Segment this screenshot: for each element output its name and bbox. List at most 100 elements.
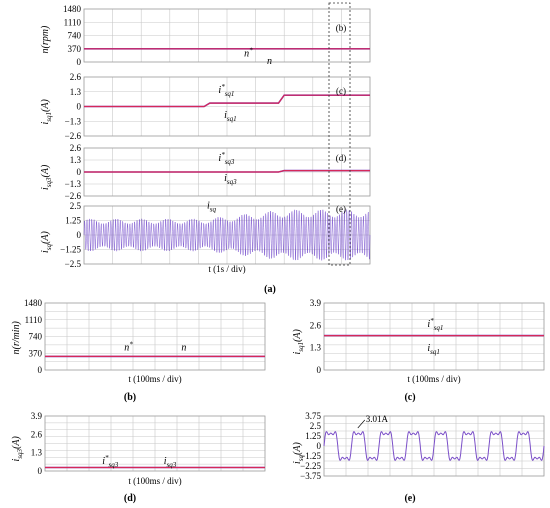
- series-line: [84, 170, 370, 173]
- chart-e: 3.752.51.250−1.25−2.25−3.75 isq(A) 3.01A (e…: [292, 411, 545, 504]
- y-tick-label: −2.6: [65, 131, 82, 141]
- zoom-region-box: [328, 2, 351, 266]
- series-line: [323, 431, 545, 461]
- series-line: [84, 94, 370, 108]
- series-line: [83, 209, 371, 261]
- svg-text:isq(A): isq(A): [292, 442, 305, 464]
- y-tick-label: 0: [317, 441, 322, 451]
- annotation-label: i*sq3: [218, 151, 235, 166]
- plot-frame: [83, 8, 371, 63]
- svg-text:isq1(A): isq1(A): [292, 329, 305, 355]
- x-axis-label: t (1s / div): [208, 264, 245, 274]
- y-tick-label: 1480: [24, 298, 43, 308]
- y-tick-label: 370: [29, 348, 43, 358]
- panel-caption: (d): [336, 153, 347, 163]
- annotation-label: n*: [244, 47, 253, 60]
- y-axis-label: isq1(A): [292, 329, 305, 355]
- x-axis-label: t (100ms / div): [407, 374, 460, 384]
- y-tick-label: 740: [29, 332, 43, 342]
- y-tick-label: 1.25: [305, 431, 321, 441]
- y-tick-label: −1.25: [60, 245, 81, 255]
- annotation-label: isq3: [224, 173, 237, 186]
- chart-d: 3.9 2.6 1.3 0 isq3(A) i*sq3 isq3 (d) t (100ms / …: [11, 411, 266, 504]
- y-tick-label: 0: [38, 365, 43, 375]
- y-tick-label: 1.3: [31, 448, 43, 458]
- chart-a-d: 2.6 1.3 0 −1.3 −2.6 isq3(A) i*sq3 isq3 (d): [40, 143, 371, 201]
- y-tick-label: 3.9: [31, 411, 43, 421]
- y-tick-label: 1.3: [70, 87, 82, 97]
- svg-text:n(r/min): n(r/min): [11, 321, 22, 355]
- panel-caption: (b): [124, 392, 136, 403]
- y-tick-label: 1480: [63, 4, 82, 14]
- y-axis-label: isq(A): [40, 231, 53, 253]
- y-tick-label: 0: [77, 102, 82, 112]
- plot-frame: [44, 415, 266, 472]
- y-tick-label: 370: [68, 44, 82, 54]
- annotation-label: isq: [207, 200, 217, 213]
- y-tick-label: 740: [68, 31, 82, 41]
- y-tick-label: 1.25: [65, 216, 81, 226]
- panel-caption: (e): [336, 204, 346, 214]
- plot-frame: [323, 302, 545, 371]
- annotation-label: isq1: [427, 343, 440, 356]
- annotation-label: n: [181, 343, 186, 354]
- panel-caption: (c): [404, 392, 415, 403]
- x-axis-label: t (100ms / div): [128, 476, 181, 486]
- chart-a-b: 1480 1110 740 370 0 n(rpm) n* n (b): [40, 4, 371, 67]
- annotation-label: 3.01A: [366, 414, 389, 424]
- panel-caption: (e): [404, 493, 415, 504]
- y-tick-label: 2.6: [70, 143, 82, 153]
- y-tick-label: 0: [77, 230, 82, 240]
- y-tick-label: 2.5: [70, 201, 82, 211]
- y-tick-label: −3.75: [300, 471, 321, 481]
- panel-caption: (c): [336, 86, 346, 96]
- annotation-label: n: [267, 56, 272, 67]
- svg-text:isq(A): isq(A): [40, 231, 53, 253]
- y-axis-label: isq3(A): [11, 436, 24, 462]
- svg-text:isq3(A): isq3(A): [11, 436, 24, 462]
- x-axis-label: t (100ms / div): [128, 374, 181, 384]
- y-axis-label: n(r/min): [11, 321, 22, 355]
- y-tick-label: −1.25: [300, 451, 321, 461]
- svg-text:n(rpm): n(rpm): [40, 25, 51, 53]
- y-tick-label: 2.5: [310, 421, 322, 431]
- y-tick-label: 0: [38, 466, 43, 476]
- y-tick-label: 3.75: [305, 411, 321, 421]
- y-tick-label: −2.5: [65, 259, 82, 269]
- annotation-label: i*sq1: [427, 317, 443, 332]
- y-tick-label: 0: [77, 57, 82, 67]
- annotation-label: isq3: [164, 456, 177, 469]
- plot-frame: [44, 302, 266, 371]
- annotation-leader: [357, 419, 366, 429]
- chart-a-c: 2.6 1.3 0 −1.3 −2.6 isq1(A) i*sq1 isq1 (c): [40, 72, 371, 141]
- y-axis-label: isq(A): [292, 442, 305, 464]
- chart-a-e: 2.5 1.25 0 −1.25 −2.5 isq(A) isq (e) t (1s / div…: [40, 200, 371, 274]
- svg-text:isq3(A): isq3(A): [40, 164, 53, 190]
- y-tick-label: −1.3: [65, 116, 82, 126]
- y-tick-label: 1.3: [70, 155, 82, 165]
- y-tick-label: 1110: [64, 17, 82, 27]
- annotation-label: n*: [124, 341, 133, 354]
- y-tick-label: 3.9: [310, 298, 322, 308]
- chart-b: 1480 1110 740 370 0 n(r/min) n* n (b) t (100ms / …: [11, 298, 266, 403]
- annotation-label: i*sq1: [218, 83, 234, 98]
- figure-label-a: (a): [264, 284, 276, 295]
- y-tick-label: 0: [317, 365, 322, 375]
- y-tick-label: 2.6: [31, 429, 43, 439]
- y-tick-label: 1110: [25, 315, 43, 325]
- annotation-label: i*sq3: [102, 454, 119, 469]
- panel-a: 1480 1110 740 370 0 n(rpm) n* n (b) 2.6 1.3 0 −1.3 −…: [40, 2, 371, 295]
- y-axis-label: isq1(A): [40, 99, 53, 125]
- y-tick-label: 2.6: [70, 72, 82, 82]
- y-tick-label: 2.6: [310, 320, 322, 330]
- y-axis-label: n(rpm): [40, 25, 51, 53]
- y-tick-label: 0: [77, 167, 82, 177]
- y-tick-label: −1.3: [65, 179, 82, 189]
- panel-caption: (d): [124, 493, 136, 504]
- y-tick-label: −2.25: [300, 461, 321, 471]
- annotation-label: isq1: [224, 110, 237, 123]
- y-axis-label: isq3(A): [40, 164, 53, 190]
- y-tick-label: 1.3: [310, 343, 322, 353]
- chart-c: 3.9 2.6 1.3 0 isq1(A) i*sq1 isq1 (c) t (100ms / …: [292, 298, 545, 403]
